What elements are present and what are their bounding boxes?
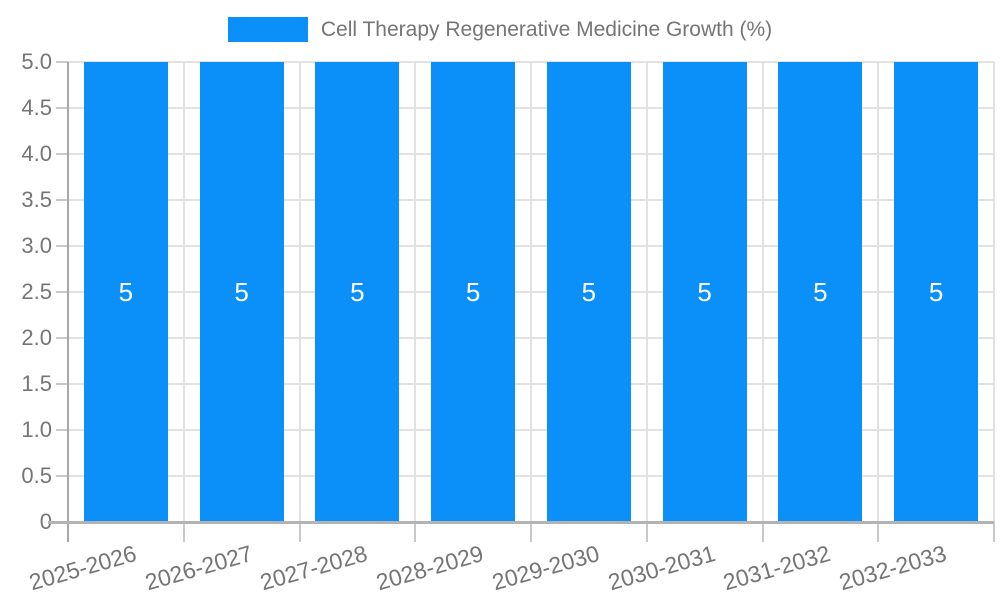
y-axis-tick-label: 5.0: [21, 49, 52, 74]
v-gridline: [182, 62, 185, 522]
y-axis-tick-label: 1.5: [21, 371, 52, 396]
bar-value-label: 5: [581, 277, 597, 307]
y-axis-tick: [56, 475, 68, 477]
y-axis-tick-label: 3.5: [21, 187, 52, 212]
bar-value-label: 5: [234, 277, 249, 307]
x-axis-tick: [877, 522, 880, 542]
x-axis-line: [48, 521, 994, 524]
v-gridline: [414, 62, 417, 522]
y-axis-tick-label: 4.5: [21, 95, 52, 120]
y-axis-tick: [56, 337, 68, 339]
bar[interactable]: 5: [662, 62, 747, 522]
v-gridline: [877, 62, 880, 522]
bar[interactable]: 5: [431, 62, 516, 522]
y-axis-tick: [56, 383, 68, 385]
y-axis-tick-label: 0: [39, 509, 52, 534]
y-axis-tick: [56, 429, 68, 431]
y-axis-tick: [56, 199, 68, 201]
x-axis-category-label: 2028-2029: [373, 540, 487, 596]
x-axis-tick: [645, 522, 648, 542]
bar-value-label: 5: [697, 277, 712, 307]
x-axis-tick: [298, 522, 301, 542]
x-axis-category-label: 2026-2027: [141, 540, 255, 596]
bar[interactable]: 5: [778, 62, 863, 522]
x-axis-tick: [414, 522, 417, 542]
y-axis-tick-label: 2.0: [21, 325, 52, 350]
chart-legend: Cell Therapy Regenerative Medicine Growt…: [0, 17, 1000, 42]
bar-value-label: 5: [118, 277, 134, 307]
y-axis-tick-label: 4.0: [21, 141, 52, 166]
bar[interactable]: 5: [546, 62, 631, 522]
bar-value-label: 5: [350, 277, 365, 307]
y-axis-tick: [56, 245, 68, 247]
x-axis-tick: [182, 522, 185, 542]
v-gridline: [530, 62, 532, 522]
legend-label: Cell Therapy Regenerative Medicine Growt…: [320, 17, 773, 41]
y-axis-tick-label: 0.5: [21, 463, 52, 488]
y-axis-tick-label: 2.5: [21, 279, 52, 304]
y-axis-tick: [56, 153, 68, 155]
x-axis-tick: [761, 522, 764, 542]
x-axis-category-label: 2025-2026: [26, 540, 140, 596]
y-axis-tick: [56, 61, 68, 63]
y-axis-tick: [56, 291, 68, 293]
x-axis-tick: [530, 522, 532, 542]
x-axis-category-label: 2031-2032: [720, 540, 834, 596]
y-axis-tick-label: 1.0: [21, 417, 52, 442]
bar[interactable]: 5: [315, 62, 400, 522]
y-axis-tick-label: 3.0: [21, 233, 52, 258]
v-gridline: [645, 62, 648, 522]
bar-value-label: 5: [465, 277, 481, 307]
bar-value-label: 5: [813, 277, 828, 307]
y-axis-tick: [56, 107, 68, 109]
bar[interactable]: 5: [894, 62, 979, 522]
bar-value-label: 5: [928, 277, 944, 307]
x-axis-category-label: 2027-2028: [257, 540, 371, 596]
x-axis-category-label: 2032-2033: [836, 540, 950, 596]
x-axis-tick: [993, 522, 995, 542]
bar[interactable]: 5: [83, 62, 168, 522]
x-axis-category-label: 2030-2031: [604, 540, 718, 596]
v-gridline: [993, 62, 995, 522]
x-axis-category-label: 2029-2030: [489, 540, 603, 596]
y-axis-line: [67, 62, 69, 542]
v-gridline: [761, 62, 764, 522]
v-gridline: [298, 62, 301, 522]
bar[interactable]: 5: [199, 62, 284, 522]
legend-swatch: [227, 17, 308, 42]
